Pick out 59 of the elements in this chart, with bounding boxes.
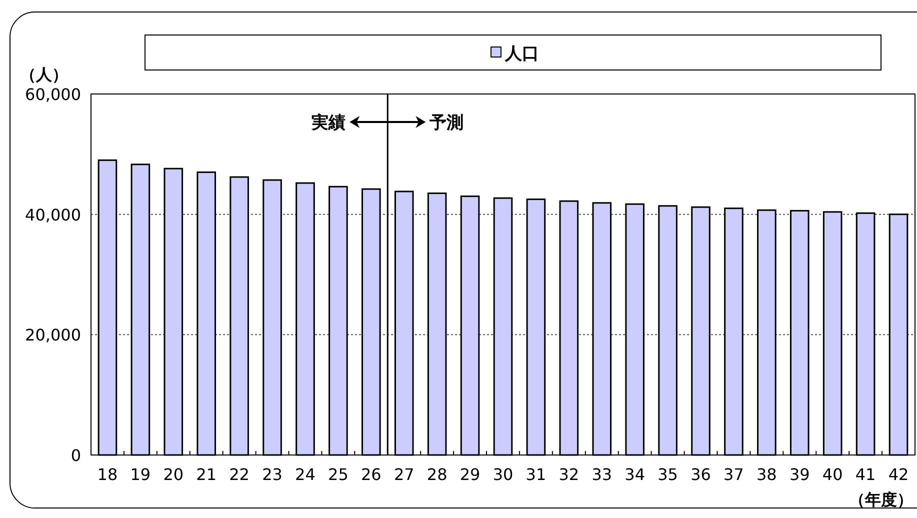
bar <box>230 176 249 456</box>
x-tick-label: 19 <box>130 465 151 484</box>
bar <box>691 206 710 456</box>
x-tick-label: 26 <box>360 465 382 484</box>
x-tick-label: 37 <box>724 465 744 484</box>
x-tick-label: 23 <box>262 465 282 484</box>
x-tick-label: 38 <box>756 465 777 484</box>
bar <box>262 179 282 456</box>
bar <box>790 210 810 456</box>
x-tick-label: 35 <box>658 465 678 484</box>
bar <box>427 192 447 456</box>
bar <box>328 186 348 456</box>
y-tick-label: 40,000 <box>25 205 81 224</box>
bar <box>493 197 513 456</box>
x-tick-label: 29 <box>460 465 480 484</box>
x-tick-label: 18 <box>97 465 118 484</box>
legend-label: 人口 <box>504 44 539 64</box>
x-tick-label: 42 <box>888 465 909 484</box>
x-tick-label: 40 <box>822 465 843 484</box>
x-tick-label: 28 <box>426 465 448 484</box>
bar <box>856 212 876 456</box>
annotation: 実績 <box>310 113 346 133</box>
bar <box>362 188 381 456</box>
x-tick-label: 30 <box>492 465 514 484</box>
bar <box>394 190 414 456</box>
x-tick-label: 20 <box>163 465 184 484</box>
x-tick-label: 41 <box>855 465 876 484</box>
bar <box>98 159 118 456</box>
x-tick-label: 25 <box>328 465 348 484</box>
y-axis-title: （人） <box>20 65 68 84</box>
bar <box>526 198 546 456</box>
bar <box>592 202 612 456</box>
bar <box>658 205 678 456</box>
bar <box>296 182 315 456</box>
bar <box>625 203 644 456</box>
bar <box>559 200 579 456</box>
bar <box>822 211 842 456</box>
x-tick-label: 34 <box>624 465 646 484</box>
y-tick-label: 60,000 <box>25 85 81 104</box>
x-tick-label: 24 <box>295 465 316 484</box>
bar <box>757 209 776 456</box>
bar <box>196 171 216 456</box>
x-tick-label: 36 <box>690 465 711 484</box>
x-tick-label: 39 <box>789 465 810 484</box>
y-tick-label: 0 <box>70 446 81 465</box>
bar <box>888 214 908 456</box>
annotation: 予測 <box>428 113 464 133</box>
x-axis-title: （年度） <box>849 490 913 509</box>
x-tick-label: 32 <box>558 465 580 484</box>
bar <box>164 168 184 456</box>
x-tick-label: 33 <box>592 465 612 484</box>
bar <box>460 196 480 456</box>
bar <box>724 208 744 456</box>
x-tick-label: 22 <box>229 465 250 484</box>
x-tick-label: 27 <box>394 465 414 484</box>
x-tick-label: 21 <box>196 465 217 484</box>
y-tick-label: 20,000 <box>25 326 81 345</box>
bar <box>130 164 150 456</box>
x-tick-label: 31 <box>526 465 546 484</box>
